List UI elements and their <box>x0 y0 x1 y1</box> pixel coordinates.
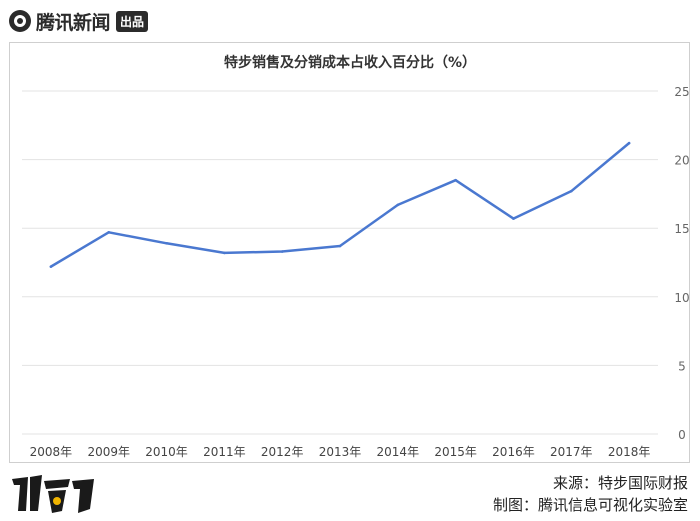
maker-text: 制图：腾讯信息可视化实验室 <box>492 496 688 514</box>
x-tick-label: 2011年 <box>203 445 246 459</box>
x-tick-label: 2009年 <box>87 445 130 459</box>
brand-header: 腾讯新闻 出品 <box>8 8 149 34</box>
data-point <box>107 231 111 234</box>
series-layer <box>49 141 631 268</box>
source-text: 来源：特步国际财报 <box>552 474 688 492</box>
brand-name: 腾讯新闻 <box>36 11 111 34</box>
data-point <box>165 241 168 245</box>
data-point <box>49 265 53 268</box>
x-tick-label: 2016年 <box>492 445 535 459</box>
x-tick-label: 2013年 <box>319 445 362 459</box>
y-tick-label: 25 <box>674 85 689 99</box>
x-tick-label: 2017年 <box>550 445 593 459</box>
data-point <box>569 189 573 193</box>
y-tick-label: 5 <box>678 359 686 373</box>
x-tick-label: 2010年 <box>145 445 188 459</box>
chart-frame: 特步销售及分销成本占收入百分比（%） 0 5 10 15 20 25 2008年 2009年… <box>9 42 690 463</box>
series-line <box>49 141 631 268</box>
data-point <box>512 217 515 220</box>
data-point <box>223 251 226 255</box>
source-block: 来源：特步国际财报 制图：腾讯信息可视化实验室 <box>493 472 688 516</box>
data-point <box>280 250 284 253</box>
data-point <box>627 141 631 145</box>
y-axis-ticks: 0 5 10 15 20 25 <box>674 85 689 442</box>
tencent-news-logo-icon <box>9 10 31 32</box>
data-point <box>396 203 400 207</box>
x-tick-label: 2012年 <box>261 445 304 459</box>
y-tick-label: 20 <box>674 154 689 168</box>
brand-tag: 出品 <box>116 10 149 32</box>
data-point <box>338 244 342 248</box>
x-tick-label: 2008年 <box>30 445 73 459</box>
x-tick-label: 2018年 <box>608 445 651 459</box>
x-tick-label: 2015年 <box>434 445 477 459</box>
data-point <box>454 178 457 182</box>
line-chart: 特步销售及分销成本占收入百分比（%） 0 5 10 15 20 25 2008年 2009年… <box>22 54 689 459</box>
caikanjian-logo-icon <box>12 475 94 513</box>
x-axis-ticks: 2008年 2009年 2010年 2011年 2012年 2013年 2014年 2015年… <box>30 445 651 459</box>
y-tick-label: 0 <box>678 428 686 442</box>
chart-title: 特步销售及分销成本占收入百分比（%） <box>224 54 476 71</box>
y-tick-label: 15 <box>674 222 689 236</box>
x-tick-label: 2014年 <box>377 445 420 459</box>
y-tick-label: 10 <box>674 291 689 305</box>
grid-lines <box>22 90 658 435</box>
